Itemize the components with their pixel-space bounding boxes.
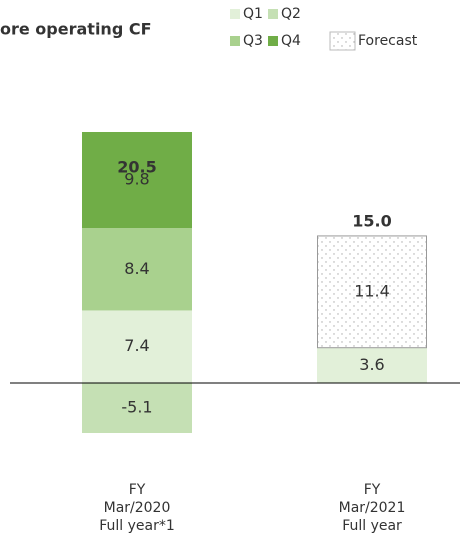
- data-label: -5.1: [121, 398, 152, 417]
- chart-title: ore operating CF: [0, 20, 152, 39]
- legend-swatch: [230, 36, 240, 46]
- legend-label: Q1: [243, 6, 263, 22]
- bar-segment: [82, 132, 192, 229]
- x-tick-label: FY: [129, 482, 146, 498]
- bar-segment: [82, 228, 192, 311]
- legend-swatch: [268, 9, 278, 19]
- legend-label: Q3: [243, 33, 263, 49]
- x-tick-label: Mar/2021: [339, 500, 406, 516]
- total-label: 20.5: [117, 158, 156, 177]
- total-label: 15.0: [352, 211, 391, 230]
- data-label: 9.8: [124, 170, 149, 189]
- legend-swatch: [230, 9, 240, 19]
- bar-segment: [82, 383, 192, 434]
- x-tick-label: FY: [364, 482, 381, 498]
- data-label: 7.4: [124, 336, 149, 355]
- legend-label: Q4: [281, 33, 301, 49]
- data-label: 8.4: [124, 259, 149, 278]
- legend-swatch: [268, 36, 278, 46]
- x-tick-label: Mar/2020: [104, 500, 171, 516]
- legend-label: Forecast: [358, 33, 418, 49]
- bar-segment: [82, 310, 192, 383]
- x-tick-label: Full year: [342, 518, 402, 534]
- data-label: 3.6: [359, 355, 384, 374]
- legend-label: Q2: [281, 6, 301, 22]
- legend-swatch: [329, 31, 356, 51]
- x-tick-label: Full year*1: [99, 518, 175, 534]
- data-label: 11.4: [354, 281, 390, 300]
- bar-segment: [317, 235, 427, 349]
- bar-segment: [317, 347, 427, 383]
